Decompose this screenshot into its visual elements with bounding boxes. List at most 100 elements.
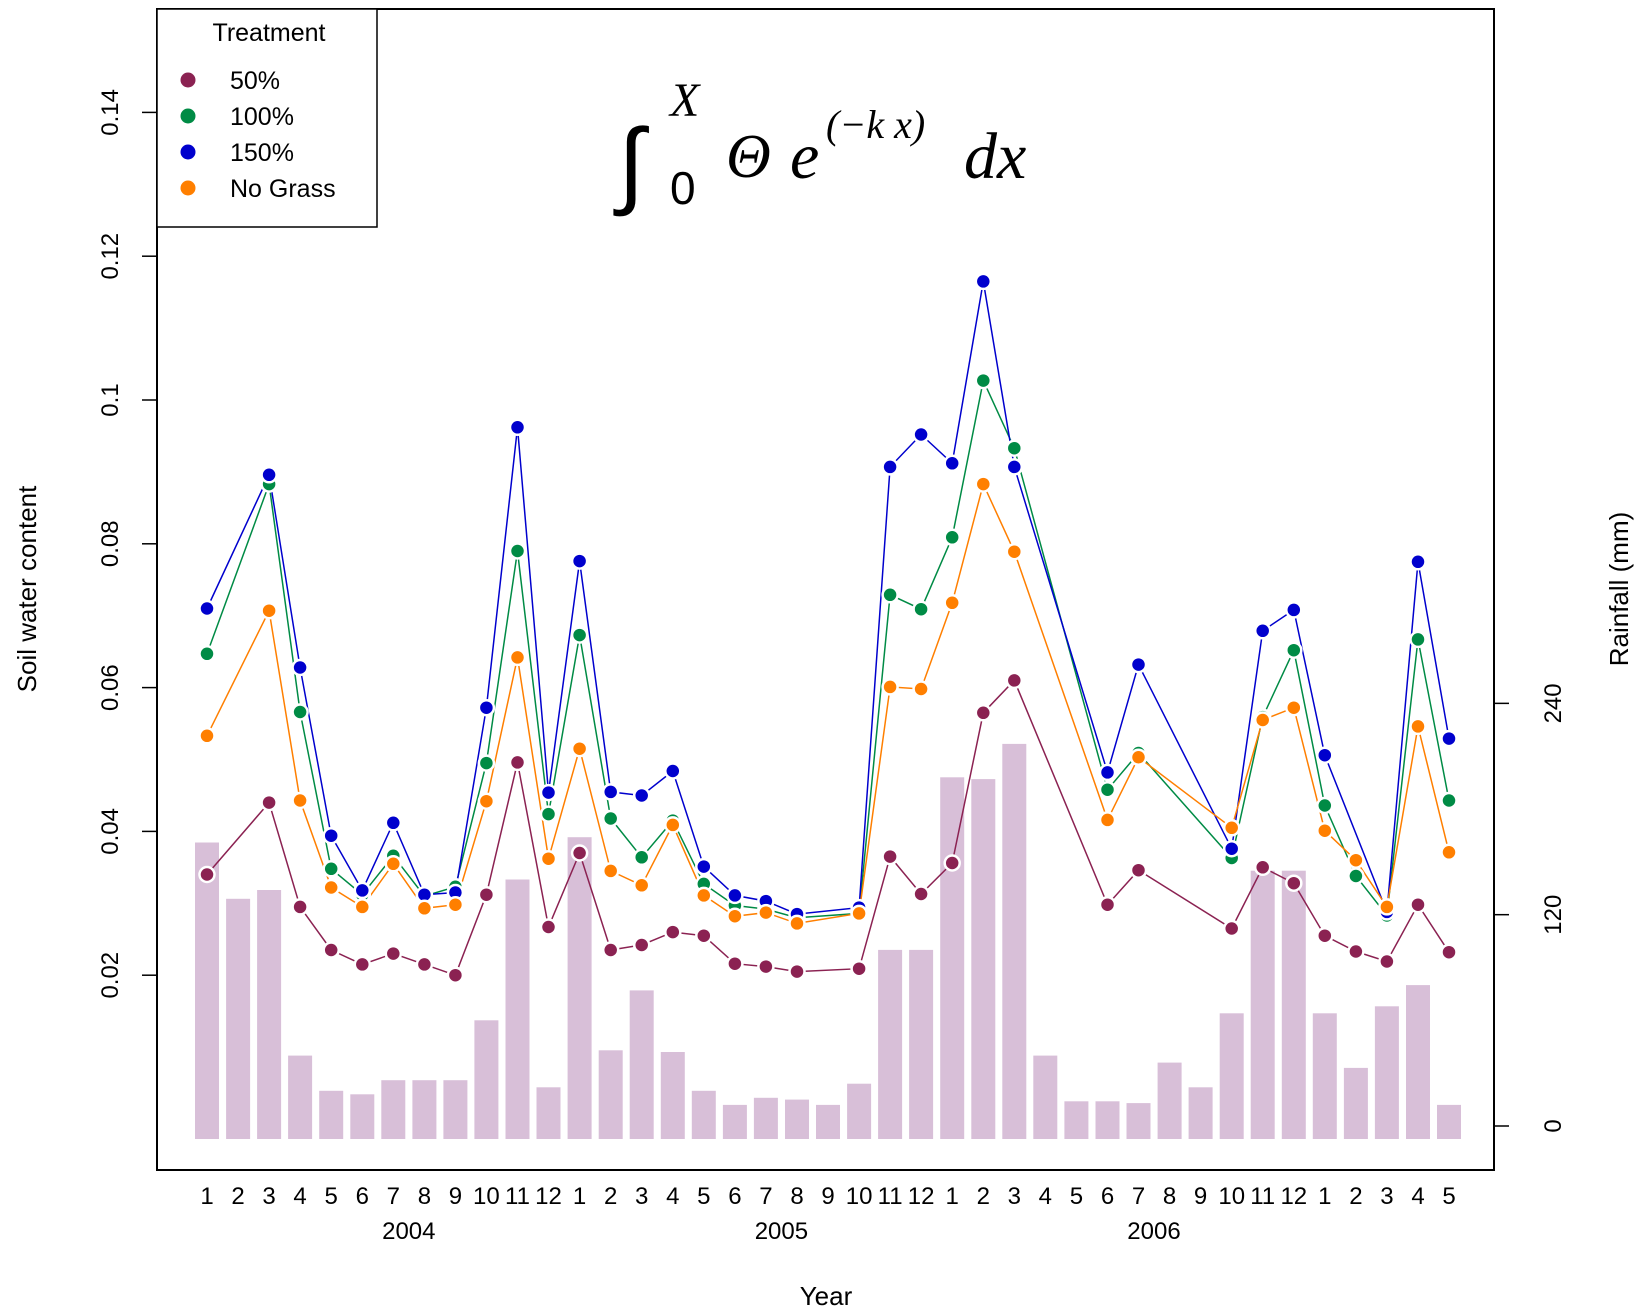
- point-150pct: [632, 786, 651, 805]
- point-no-grass: [912, 680, 930, 698]
- point-no-grass: [1285, 698, 1303, 717]
- point-150pct: [198, 599, 216, 618]
- point-50pct: [1129, 861, 1148, 879]
- legend-marker: [180, 72, 196, 88]
- rainfall-bar: [909, 949, 934, 1139]
- point-50pct: [943, 854, 961, 872]
- point-50pct: [726, 954, 744, 973]
- x-tick-label: 9: [449, 1183, 462, 1210]
- rainfall-bar: [785, 1099, 809, 1139]
- rainfall-bar: [1095, 1101, 1120, 1139]
- rainfall-bar: [1188, 1087, 1213, 1139]
- point-150pct: [508, 418, 527, 437]
- point-150pct: [1222, 839, 1241, 858]
- legend-label: 50%: [230, 67, 280, 95]
- rainfall-bar: [691, 1090, 716, 1139]
- rainfall-bar: [1064, 1101, 1089, 1139]
- rainfall-bar: [1157, 1062, 1182, 1139]
- x-tick-label: 9: [821, 1183, 834, 1210]
- point-150pct: [477, 698, 496, 717]
- point-100pct: [508, 542, 527, 560]
- point-no-grass: [757, 903, 775, 922]
- point-no-grass: [881, 678, 899, 696]
- point-50pct: [322, 941, 340, 959]
- point-no-grass: [1378, 898, 1396, 916]
- legend-label: 150%: [230, 139, 294, 167]
- x-tick-label: 2: [604, 1183, 617, 1210]
- point-no-grass: [1409, 717, 1427, 736]
- rainfall-bar: [722, 1104, 747, 1139]
- point-no-grass: [943, 594, 961, 612]
- point-150pct: [570, 552, 589, 570]
- legend-label: 100%: [230, 103, 294, 131]
- rainfall-bar: [195, 842, 219, 1139]
- point-150pct: [1409, 553, 1427, 571]
- x-tick-label: 3: [1008, 1183, 1021, 1210]
- point-50pct: [850, 959, 868, 978]
- rainfall-bar: [350, 1094, 375, 1139]
- point-no-grass: [726, 907, 744, 925]
- rainfall-bar: [660, 1052, 685, 1139]
- point-50pct: [198, 865, 216, 884]
- point-150pct: [1253, 622, 1272, 640]
- y2-tick-label: 120: [1540, 895, 1567, 935]
- point-50pct: [1378, 952, 1396, 971]
- theta-symbol: Θ: [726, 123, 771, 191]
- x-tick-label: 7: [387, 1183, 400, 1210]
- point-no-grass: [508, 648, 527, 667]
- x-tick-label: 3: [1380, 1183, 1393, 1210]
- point-150pct: [539, 783, 558, 802]
- x-tick-label: 5: [1070, 1183, 1083, 1210]
- exp-base: e: [790, 120, 819, 193]
- point-150pct: [353, 881, 372, 900]
- point-50pct: [260, 793, 278, 812]
- point-no-grass: [415, 899, 434, 918]
- formula-annotation: ∫ X 0 Θ e (−k x) dx: [613, 74, 1026, 217]
- rainfall-bar: [1002, 743, 1027, 1139]
- x-tick-label: 1: [573, 1183, 586, 1210]
- point-100pct: [1285, 641, 1303, 659]
- x-tick-label: 12: [908, 1183, 935, 1210]
- year-label: 2006: [1127, 1218, 1180, 1245]
- x-tick-label: 5: [697, 1183, 710, 1210]
- point-50pct: [291, 898, 309, 916]
- rainfall-bar: [847, 1083, 872, 1139]
- point-100pct: [198, 645, 216, 663]
- integral-upper-limit: X: [668, 74, 701, 127]
- point-50pct: [664, 923, 682, 941]
- point-50pct: [570, 844, 589, 862]
- point-no-grass: [570, 739, 589, 758]
- point-150pct: [664, 762, 682, 780]
- point-100pct: [632, 848, 651, 867]
- point-100pct: [912, 600, 930, 618]
- y2-axis-title: Rainfall (mm): [1604, 512, 1634, 667]
- point-100pct: [601, 809, 620, 828]
- point-50pct: [384, 944, 403, 963]
- x-tick-label: 4: [293, 1183, 306, 1210]
- x-axis: 1 2 3 4 5 6 7 8 9 10 11 12 1 2 3 4 5 6 7 8 9 10 11 12 1 2 3 4 5 6 7 8 9 1…: [200, 1183, 1455, 1245]
- rainfall-bar: [567, 837, 592, 1139]
- x-tick-label: 6: [728, 1183, 741, 1210]
- differential: dx: [964, 120, 1026, 193]
- point-50pct: [788, 962, 806, 981]
- x-tick-label: 3: [262, 1183, 275, 1210]
- rainfall-bar: [1312, 1013, 1337, 1139]
- point-150pct: [1285, 601, 1303, 619]
- y-tick-label: 0.02: [97, 952, 124, 999]
- point-150pct: [943, 454, 961, 473]
- point-50pct: [446, 966, 465, 984]
- legend-marker: [180, 144, 196, 160]
- point-no-grass: [353, 898, 372, 916]
- x-tick-label: 11: [878, 1183, 903, 1210]
- y-tick-label: 0.12: [97, 233, 124, 280]
- point-50pct: [881, 847, 899, 866]
- point-50pct: [1005, 671, 1024, 690]
- point-150pct: [384, 814, 403, 832]
- point-50pct: [1409, 895, 1427, 914]
- x-tick-label: 10: [1218, 1183, 1245, 1210]
- x-tick-label: 8: [418, 1183, 431, 1210]
- x-tick-label: 6: [1101, 1183, 1114, 1210]
- rainfall-bar: [1126, 1103, 1151, 1139]
- point-150pct: [291, 658, 309, 677]
- point-100pct: [322, 860, 340, 878]
